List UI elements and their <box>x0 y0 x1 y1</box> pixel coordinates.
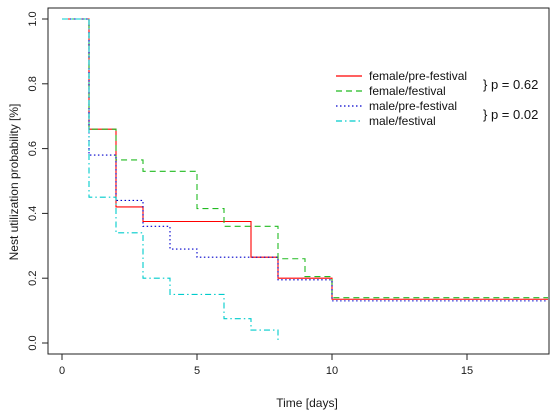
p-value-annotation: } p = 0.62 <box>483 77 538 92</box>
y-tick-label: 0.0 <box>27 335 39 350</box>
x-tick-label: 0 <box>59 365 65 377</box>
axes-layer: 0 5 10 15 0.0 0.2 0.4 0.6 0.8 1.0 <box>27 7 550 377</box>
legend-label: male/festival <box>369 114 436 128</box>
y-axis-title: Nest utilization probability [%] <box>7 104 21 261</box>
x-tick-label: 5 <box>194 365 200 377</box>
legend-label: male/pre-festival <box>369 99 457 113</box>
legend-label: female/pre-festival <box>369 69 467 83</box>
legend-label: female/festival <box>369 84 446 98</box>
x-tick-label: 10 <box>326 365 338 377</box>
x-axis-title: Time [days] <box>276 396 338 410</box>
series-line-female-pre-festival <box>62 18 548 300</box>
plot-frame <box>47 7 550 355</box>
x-tick-label: 15 <box>461 365 473 377</box>
y-tick-label: 0.8 <box>27 76 39 91</box>
series-line-male-festival <box>62 18 279 343</box>
y-tick-label: 0.6 <box>27 141 39 156</box>
y-tick-label: 1.0 <box>27 11 39 26</box>
legend: female/pre-festivalfemale/festivalmale/p… <box>336 69 538 128</box>
series-layer <box>62 18 548 343</box>
series-line-female-festival <box>62 18 548 299</box>
p-value-annotation: } p = 0.02 <box>483 107 538 122</box>
y-tick-label: 0.2 <box>27 271 39 286</box>
y-tick-label: 0.4 <box>27 206 39 221</box>
series-line-male-pre-festival <box>62 18 548 302</box>
